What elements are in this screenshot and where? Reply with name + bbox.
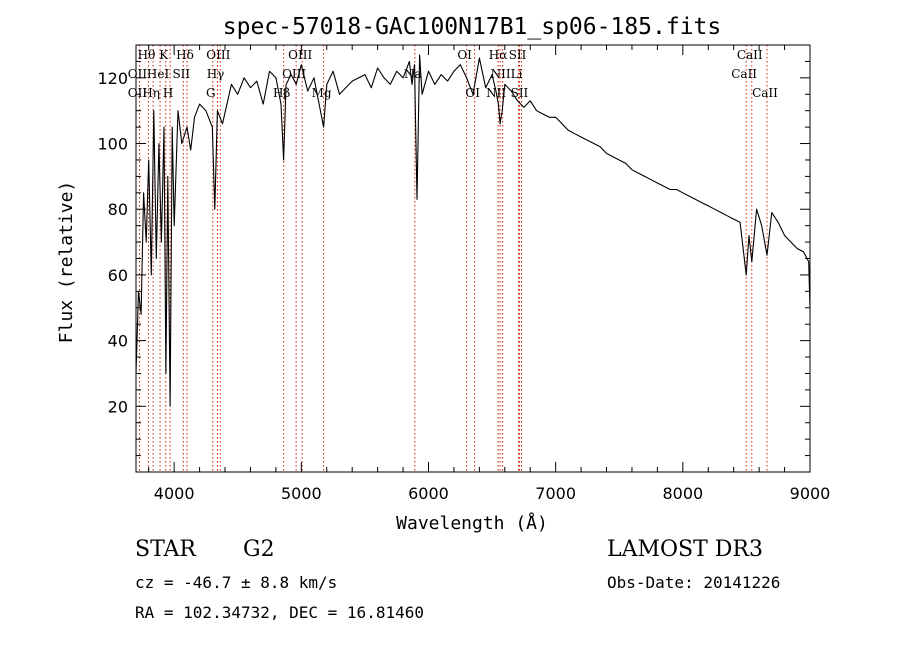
line-label: G: [206, 86, 216, 100]
line-label: SII: [172, 67, 190, 81]
y-tick-label: 80: [108, 200, 128, 219]
x-tick-label: 5000: [281, 484, 322, 503]
line-label: HeI: [147, 67, 170, 81]
line-label: SII: [511, 86, 529, 100]
x-tick-label: 7000: [535, 484, 576, 503]
line-label: Hδ: [176, 48, 194, 62]
line-label: Hβ: [273, 86, 290, 100]
line-label: CaII: [752, 86, 778, 100]
object-subclass: G2: [243, 537, 275, 562]
x-tick-label: 8000: [662, 484, 703, 503]
line-label: NII: [491, 67, 511, 81]
line-label: OIII: [288, 48, 312, 62]
y-tick-label: 120: [97, 69, 128, 88]
line-label: OII: [128, 67, 148, 81]
x-tick-label: 9000: [790, 484, 831, 503]
line-label: Hη: [142, 86, 160, 100]
line-label: Hθ: [138, 48, 156, 62]
x-axis-ticks: 4000 5000 6000 7000 8000 9000: [148, 45, 831, 503]
coordinates: RA = 102.34732, DEC = 16.81460: [135, 603, 424, 622]
survey-name: LAMOST DR3: [607, 537, 763, 562]
redshift-cz: cz = -46.7 ± 8.8 km/s: [135, 573, 338, 592]
chart-title: spec-57018-GAC100N17B1_sp06-185.fits: [223, 14, 722, 40]
line-label: H: [163, 86, 173, 100]
line-label: Hα: [489, 48, 508, 62]
observation-date: Obs-Date: 20141226: [607, 573, 781, 592]
x-tick-label: 6000: [408, 484, 449, 503]
y-tick-label: 40: [108, 332, 128, 351]
x-tick-label: 4000: [154, 484, 195, 503]
line-label: K: [159, 48, 169, 62]
line-label: Mg: [312, 86, 332, 100]
line-label: OI: [457, 48, 472, 62]
line-label: SII: [509, 48, 527, 62]
y-axis-label: Flux (relative): [56, 181, 77, 344]
spectrum-line: [135, 54, 811, 407]
line-label: CaII: [737, 48, 763, 62]
y-tick-label: 20: [108, 397, 128, 416]
line-label: OIII: [206, 48, 230, 62]
line-label: Hγ: [207, 67, 225, 81]
y-tick-label: 60: [108, 266, 128, 285]
y-axis-ticks: 20 40 60 80 100 120: [97, 60, 810, 457]
object-class: STAR: [135, 537, 196, 562]
spectral-line-markers: [138, 45, 768, 472]
line-label: CaII: [731, 67, 757, 81]
x-axis-label: Wavelength (Å): [396, 512, 548, 534]
line-label: Li: [511, 67, 523, 81]
plot-frame: [135, 44, 811, 473]
y-tick-label: 100: [97, 135, 128, 154]
line-label: OII: [128, 86, 148, 100]
